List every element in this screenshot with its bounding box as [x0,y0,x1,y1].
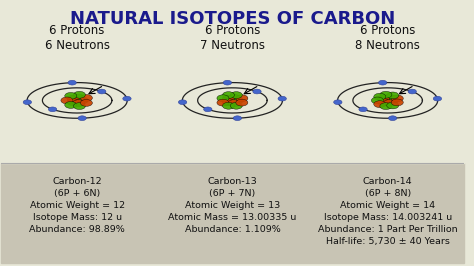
Circle shape [73,103,85,110]
Circle shape [380,103,392,110]
Circle shape [222,102,235,109]
Circle shape [391,99,403,106]
Circle shape [23,100,32,105]
Circle shape [334,100,342,105]
Circle shape [65,93,77,99]
Circle shape [65,102,77,108]
Text: 6 Protons
7 Neutrons: 6 Protons 7 Neutrons [200,24,265,52]
Circle shape [387,97,399,104]
Circle shape [387,102,399,109]
Circle shape [380,91,392,98]
Circle shape [231,97,244,104]
Text: Carbon-14
(6P + 8N)
Atomic Weight = 14
Isotope Mass: 14.003241 u
Abundance: 1 Pa: Carbon-14 (6P + 8N) Atomic Weight = 14 I… [318,177,457,246]
Circle shape [389,116,397,120]
Circle shape [222,99,234,106]
Circle shape [123,96,131,101]
Circle shape [387,92,399,99]
Circle shape [228,94,240,101]
Circle shape [236,95,248,102]
Circle shape [67,95,79,102]
Circle shape [68,80,76,85]
Circle shape [230,102,242,109]
Circle shape [230,92,242,98]
Circle shape [204,107,212,112]
Circle shape [372,97,383,104]
Circle shape [81,94,92,101]
Circle shape [48,107,57,112]
Circle shape [73,91,85,98]
Text: 6 Protons
8 Neutrons: 6 Protons 8 Neutrons [355,24,420,52]
Circle shape [378,99,390,106]
Circle shape [222,95,234,102]
Bar [0,163,464,263]
Circle shape [433,96,442,101]
Circle shape [223,80,232,85]
Circle shape [378,95,390,102]
Circle shape [78,116,86,120]
Text: Carbon-13
(6P + 7N)
Atomic Weight = 13
Atomic Mass = 13.00335 u
Abundance: 1.109: Carbon-13 (6P + 7N) Atomic Weight = 13 A… [168,177,297,234]
Circle shape [217,99,229,106]
Circle shape [278,96,286,101]
Circle shape [73,94,85,101]
Circle shape [383,94,395,101]
Circle shape [374,101,386,107]
Bar [0,1,464,163]
Circle shape [391,95,403,102]
Circle shape [383,100,395,107]
Circle shape [81,99,92,106]
Circle shape [217,95,229,102]
Circle shape [236,99,248,106]
Circle shape [76,97,88,104]
Circle shape [222,92,235,98]
Circle shape [408,89,416,94]
Circle shape [378,80,387,85]
Circle shape [374,93,386,100]
Circle shape [61,97,73,104]
Circle shape [73,100,85,107]
Text: 6 Protons
6 Neutrons: 6 Protons 6 Neutrons [45,24,109,52]
Text: NATURAL ISOTOPES OF CARBON: NATURAL ISOTOPES OF CARBON [70,10,395,28]
Circle shape [253,89,261,94]
Text: Carbon-12
(6P + 6N)
Atomic Weight = 12
Isotope Mass: 12 u
Abundance: 98.89%: Carbon-12 (6P + 6N) Atomic Weight = 12 I… [29,177,125,234]
Circle shape [98,89,106,94]
Circle shape [67,99,79,106]
Circle shape [178,100,187,105]
Circle shape [359,107,367,112]
Circle shape [228,100,240,107]
Circle shape [233,116,242,120]
